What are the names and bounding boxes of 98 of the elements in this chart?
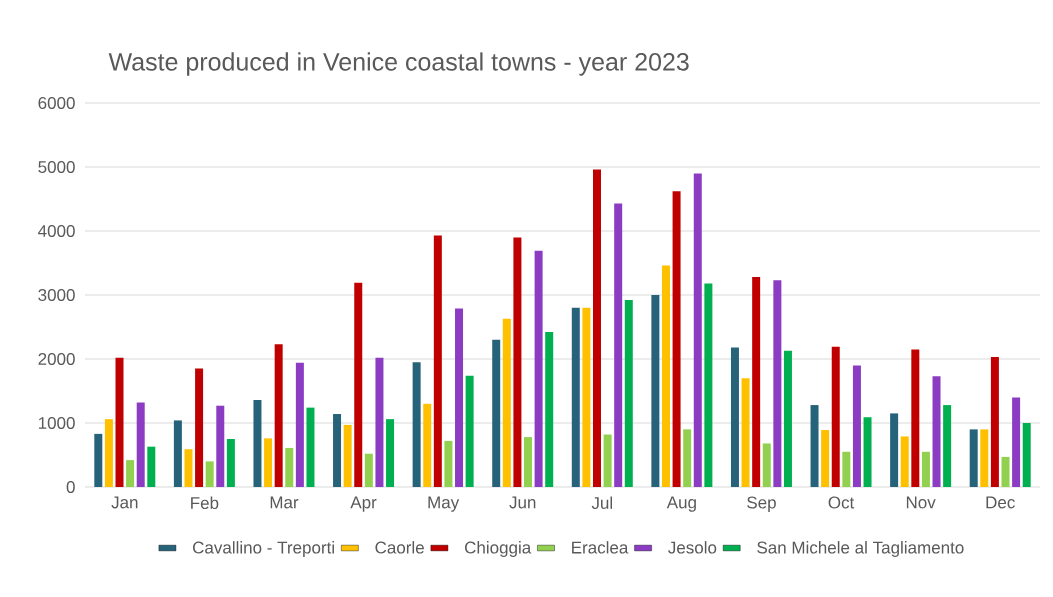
bar bbox=[126, 460, 135, 487]
bar bbox=[386, 419, 395, 487]
bar bbox=[651, 294, 660, 487]
bar bbox=[1001, 456, 1010, 487]
x-tick-label: Oct bbox=[828, 496, 855, 509]
bar bbox=[741, 378, 750, 487]
bar bbox=[624, 300, 633, 487]
bar bbox=[173, 420, 182, 487]
bar bbox=[683, 429, 692, 487]
y-tick-label: 2000 bbox=[38, 352, 75, 366]
bar bbox=[943, 405, 952, 487]
bar bbox=[831, 346, 840, 487]
y-tick-label: 4000 bbox=[38, 224, 75, 238]
bar bbox=[990, 357, 999, 487]
bar bbox=[295, 362, 304, 487]
bar bbox=[264, 438, 273, 487]
bar bbox=[465, 375, 474, 487]
bar bbox=[762, 443, 771, 487]
bar bbox=[513, 237, 522, 487]
bar bbox=[455, 308, 464, 487]
bar bbox=[423, 403, 432, 487]
bar bbox=[932, 376, 941, 487]
bar bbox=[492, 339, 501, 487]
x-tick-label: Jul bbox=[591, 496, 613, 510]
bar bbox=[274, 344, 283, 487]
bar bbox=[253, 399, 262, 487]
bar bbox=[752, 277, 761, 487]
bar bbox=[375, 357, 384, 487]
bar bbox=[921, 451, 930, 487]
bar bbox=[502, 318, 511, 487]
y-tick-label: 1000 bbox=[38, 416, 75, 430]
bar bbox=[184, 449, 193, 487]
x-tick-label: Feb bbox=[191, 496, 219, 510]
bar bbox=[195, 368, 204, 487]
bar bbox=[205, 461, 214, 487]
bar bbox=[545, 332, 554, 487]
y-tick-label: 3000 bbox=[38, 288, 75, 302]
x-tick-label: Apr bbox=[350, 496, 377, 512]
bar bbox=[969, 429, 978, 487]
x-tick-label: Mar bbox=[270, 496, 299, 509]
bar bbox=[730, 347, 739, 487]
bar bbox=[783, 350, 792, 487]
bar bbox=[852, 365, 861, 487]
bar bbox=[661, 265, 670, 487]
y-tick-label: 6000 bbox=[38, 96, 75, 110]
x-tick-label: Dec bbox=[986, 496, 1015, 509]
bar bbox=[147, 446, 156, 487]
bar bbox=[433, 235, 442, 487]
y-tick-label: 0 bbox=[66, 480, 75, 494]
bar bbox=[115, 357, 124, 487]
bar bbox=[524, 437, 533, 487]
x-tick-label: Sep bbox=[747, 496, 776, 512]
bar bbox=[534, 250, 543, 487]
bar bbox=[592, 169, 601, 487]
x-tick-label: Aug bbox=[666, 496, 696, 512]
bar bbox=[226, 438, 235, 487]
bar bbox=[821, 430, 830, 487]
legend-label: Chioggia bbox=[465, 541, 532, 557]
bar bbox=[603, 434, 612, 487]
bar bbox=[306, 407, 315, 487]
legend-label: San Michele al Tagliamento bbox=[757, 541, 964, 557]
bar bbox=[842, 451, 851, 487]
legend-label: Cavallino - Treporti bbox=[193, 541, 334, 557]
legend-label: Eraclea bbox=[572, 541, 629, 554]
x-tick-label: Jan bbox=[111, 496, 138, 509]
bar bbox=[911, 349, 920, 487]
x-tick-label: Jun bbox=[509, 496, 536, 509]
bar bbox=[285, 447, 294, 487]
legend-label: Jesolo bbox=[668, 541, 717, 554]
bar bbox=[900, 436, 909, 487]
legend-label: Caorle bbox=[375, 541, 424, 554]
bar bbox=[863, 417, 872, 487]
bar bbox=[333, 414, 342, 487]
bar bbox=[693, 173, 702, 487]
bar bbox=[810, 405, 819, 487]
bar bbox=[614, 203, 623, 487]
bar bbox=[412, 362, 421, 487]
bar bbox=[1022, 422, 1031, 487]
bar bbox=[890, 413, 899, 487]
bar bbox=[364, 453, 373, 487]
bar bbox=[1012, 397, 1021, 487]
bar bbox=[444, 440, 453, 487]
x-tick-label: Nov bbox=[906, 496, 936, 509]
chart-title: Waste produced in Venice coastal towns - year 2023 bbox=[108, 52, 689, 76]
bar bbox=[980, 429, 989, 487]
y-tick-label: 5000 bbox=[38, 160, 75, 174]
bar bbox=[136, 402, 145, 487]
bar bbox=[94, 433, 103, 487]
bar bbox=[354, 282, 363, 487]
bar bbox=[672, 191, 681, 487]
bar bbox=[582, 307, 591, 487]
bar bbox=[343, 424, 352, 487]
bar bbox=[704, 283, 713, 487]
bar bbox=[104, 419, 113, 487]
bar bbox=[216, 405, 225, 487]
bar bbox=[571, 307, 580, 487]
x-tick-label: May bbox=[428, 496, 460, 512]
bar bbox=[773, 280, 782, 487]
